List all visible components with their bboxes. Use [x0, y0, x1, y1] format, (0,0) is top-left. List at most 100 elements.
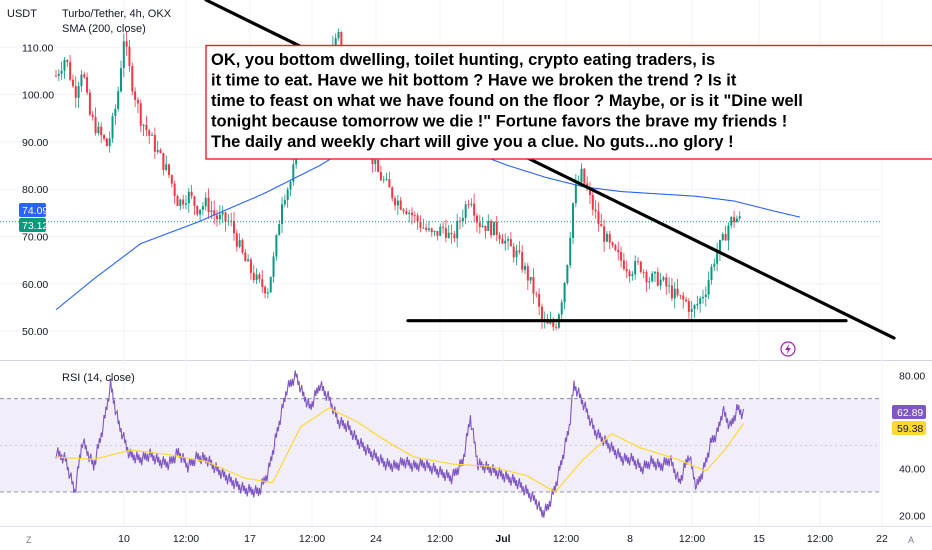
- candle-body: [224, 212, 227, 222]
- time-tick-label: 12:00: [807, 533, 833, 545]
- candle-body: [727, 225, 730, 241]
- svg-text:73.12: 73.12: [22, 220, 48, 232]
- price-tick-label: 100.00: [22, 90, 54, 102]
- candle-body: [88, 92, 91, 115]
- candle-body: [187, 191, 190, 204]
- candle-body: [631, 274, 634, 277]
- timezone-toggle[interactable]: Z: [26, 535, 32, 545]
- candle-body: [396, 200, 399, 206]
- candle-body: [272, 256, 275, 277]
- candle-body: [656, 271, 659, 286]
- candle-body: [425, 227, 428, 230]
- candle-body: [430, 228, 433, 233]
- candle-body: [340, 31, 343, 56]
- candle-body: [583, 168, 586, 184]
- candle-body: [478, 222, 481, 228]
- rsi-line[interactable]: [55, 370, 745, 518]
- rsi-value-badge: 62.89: [892, 405, 926, 419]
- candle-body: [139, 103, 142, 126]
- candle-body: [699, 298, 702, 304]
- candle-body: [704, 294, 707, 297]
- candle-body: [600, 223, 603, 227]
- candle-body: [235, 233, 238, 247]
- candle-body: [377, 159, 380, 173]
- candle-body: [620, 252, 623, 261]
- candle-body: [721, 234, 724, 241]
- candle-body: [566, 265, 569, 284]
- rsi-tick-label: 80.00: [899, 370, 925, 382]
- time-tick-label: 12:00: [299, 533, 325, 545]
- candle-body: [670, 285, 673, 299]
- candle-body: [659, 279, 662, 286]
- candle-body: [63, 59, 66, 71]
- auto-scale-toggle[interactable]: A: [908, 535, 914, 545]
- candle-body: [218, 214, 221, 220]
- candle-body: [574, 184, 577, 204]
- time-tick-label: Jul: [495, 533, 510, 545]
- candle-body: [540, 306, 543, 321]
- candle-body: [515, 250, 518, 258]
- candle-body: [145, 124, 148, 131]
- lightning-icon[interactable]: [780, 341, 796, 357]
- candle-body: [637, 261, 640, 262]
- sma-indicator-label[interactable]: SMA (200, close): [62, 23, 146, 35]
- candle-body: [625, 269, 628, 272]
- candle-body: [668, 285, 671, 287]
- candle-body: [679, 295, 682, 297]
- candle-body: [142, 124, 145, 126]
- price-tick-label: 60.00: [22, 279, 48, 291]
- price-tick-label: 90.00: [22, 137, 48, 149]
- candle-body: [456, 220, 459, 239]
- candle-body: [275, 235, 278, 257]
- annotation-box[interactable]: [205, 44, 932, 160]
- rsi-ma-line[interactable]: [55, 407, 745, 493]
- price-tick-label: 110.00: [22, 42, 53, 54]
- candle-body: [611, 242, 614, 246]
- rsi-indicator-label[interactable]: RSI (14, close): [62, 372, 135, 384]
- candle-body: [487, 221, 490, 231]
- candle-body: [569, 237, 572, 266]
- candle-body: [439, 226, 442, 236]
- candle-body: [278, 224, 281, 236]
- candle-body: [156, 149, 159, 152]
- candle-body: [733, 217, 736, 223]
- candle-body: [286, 189, 289, 201]
- candle-body: [190, 191, 193, 197]
- candle-body: [196, 205, 199, 215]
- candle-body: [634, 261, 637, 275]
- candle-body: [408, 212, 411, 214]
- candle-body: [80, 74, 83, 87]
- candle-body: [685, 299, 688, 302]
- candle-body: [410, 212, 413, 216]
- candle-body: [535, 293, 538, 295]
- candle-body: [247, 259, 250, 262]
- candle-body: [442, 226, 445, 228]
- candle-body: [639, 261, 642, 272]
- candle-body: [707, 280, 710, 295]
- candle-body: [653, 271, 656, 274]
- candle-body: [459, 220, 462, 222]
- candle-body: [467, 204, 470, 206]
- candle-body: [283, 200, 286, 205]
- candle-body: [521, 252, 524, 270]
- candle-body: [201, 206, 204, 210]
- candle-body: [622, 260, 625, 270]
- time-tick-label: 10: [118, 533, 130, 545]
- candle-body: [427, 228, 430, 230]
- candle-body: [701, 296, 704, 299]
- candle-body: [71, 79, 74, 87]
- symbol-title[interactable]: Turbo/Tether, 4h, OKX: [62, 8, 172, 20]
- candle-body: [111, 116, 114, 139]
- candle-body: [549, 322, 552, 324]
- candle-body: [170, 175, 173, 184]
- time-tick-label: 24: [370, 533, 382, 545]
- candle-body: [501, 238, 504, 244]
- candle-body: [713, 263, 716, 267]
- candle-body: [526, 266, 529, 281]
- candle-body: [148, 130, 151, 136]
- candle-body: [244, 252, 247, 262]
- candle-body: [266, 292, 269, 294]
- candle-body: [529, 276, 532, 281]
- candle-body: [419, 221, 422, 228]
